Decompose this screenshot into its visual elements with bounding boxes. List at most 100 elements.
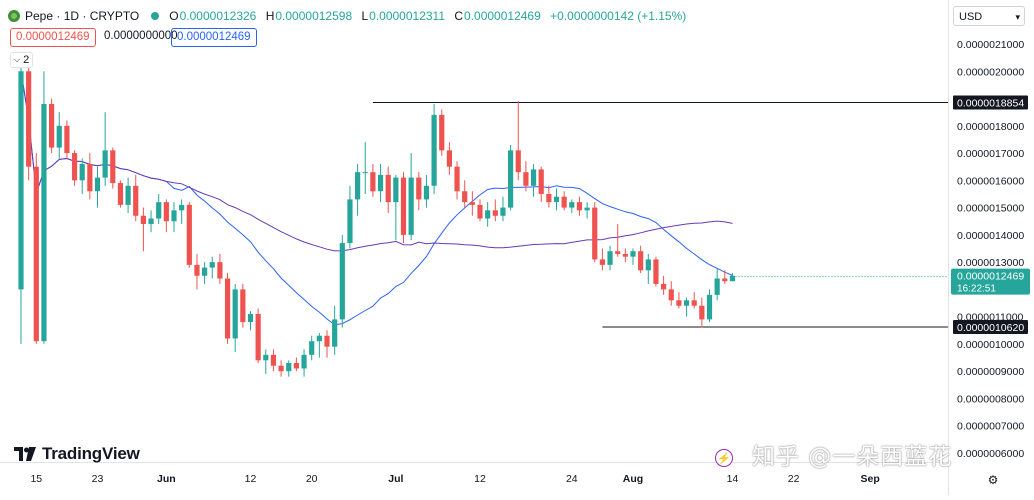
candle-body-5 xyxy=(56,125,62,148)
x-tick-label-10: 22 xyxy=(788,473,800,485)
candle-body-73 xyxy=(576,202,583,211)
high-value: 0.0000012598 xyxy=(275,9,353,23)
candle-body-86 xyxy=(676,300,682,306)
low-key: L xyxy=(361,9,369,23)
candle-body-13 xyxy=(117,183,124,205)
candle-body-68 xyxy=(538,169,544,194)
candle-body-54 xyxy=(431,114,437,186)
candle-body-40 xyxy=(324,335,330,347)
candle-body-88 xyxy=(691,300,697,306)
candle-body-15 xyxy=(133,185,139,216)
candle-body-17 xyxy=(148,218,154,224)
lightning-icon[interactable]: ⚡ xyxy=(715,449,733,467)
sell-price-box[interactable]: 0.0000012469 xyxy=(10,28,96,47)
candle-body-3 xyxy=(41,103,47,342)
candle-body-32 xyxy=(263,354,269,361)
candle-body-16 xyxy=(140,215,146,224)
candle-body-45 xyxy=(362,172,368,174)
x-tick-label-1: 23 xyxy=(92,473,104,485)
candle-body-46 xyxy=(370,172,376,192)
candle-body-87 xyxy=(683,300,690,306)
candle-body-93 xyxy=(729,275,736,282)
candle-body-74 xyxy=(584,207,590,211)
high-key: H xyxy=(265,9,275,23)
candle-body-37 xyxy=(301,354,307,369)
candle-body-63 xyxy=(500,207,506,216)
open-value: 0.0000012326 xyxy=(179,9,257,23)
candle-body-36 xyxy=(293,363,299,369)
candle-body-64 xyxy=(508,150,514,208)
candle-body-90 xyxy=(706,294,713,320)
candle-body-29 xyxy=(240,289,246,323)
candle-body-27 xyxy=(224,278,231,339)
candle-body-48 xyxy=(385,174,391,203)
candle-body-38 xyxy=(309,341,315,355)
candle-body-82 xyxy=(645,259,651,271)
horizontal-level-tag-1 xyxy=(953,320,1028,335)
candle-body-26 xyxy=(217,262,223,279)
candle-body-83 xyxy=(653,259,659,284)
y-tick-label-6: 0.0000014000 xyxy=(957,230,1024,242)
candle-body-78 xyxy=(615,251,621,254)
y-tick-label-11: 0.0000008000 xyxy=(957,393,1024,405)
x-tick-label-3: 12 xyxy=(245,473,257,485)
x-tick-label-8: Aug xyxy=(623,473,643,485)
y-tick-label-10: 0.0000009000 xyxy=(957,366,1024,378)
current-price-tag xyxy=(951,268,1030,295)
symbol-title[interactable]: Pepe · 1D · CRYPTO xyxy=(25,9,140,23)
candle-body-71 xyxy=(561,196,567,208)
candle-body-20 xyxy=(171,210,177,222)
y-tick-label-2: 0.0000018000 xyxy=(957,121,1024,133)
candle-body-41 xyxy=(332,319,338,347)
y-tick-label-7: 0.0000013000 xyxy=(957,257,1024,269)
candle-body-61 xyxy=(485,210,491,219)
candle-body-14 xyxy=(125,185,131,205)
candle-body-92 xyxy=(722,278,728,282)
candle-body-53 xyxy=(423,185,430,200)
indicator-count: 2 xyxy=(23,54,30,66)
y-tick-label-12: 0.0000007000 xyxy=(957,421,1024,433)
candle-body-25 xyxy=(209,262,215,268)
y-tick-label-4: 0.0000016000 xyxy=(957,175,1024,187)
candle-body-10 xyxy=(94,177,101,192)
horizontal-level-label-1: 0.0000010620 xyxy=(957,322,1024,334)
candle-body-22 xyxy=(186,204,192,265)
candle-body-34 xyxy=(278,365,284,372)
buy-price-box[interactable]: 0.0000012469 xyxy=(171,28,257,47)
y-tick-label-5: 0.0000015000 xyxy=(957,203,1024,215)
candle-body-65 xyxy=(515,150,521,173)
horizontal-level-label-0: 0.0000018854 xyxy=(957,98,1024,110)
candle-body-9 xyxy=(87,163,93,192)
candle-body-67 xyxy=(530,169,537,186)
y-tick-label-9: 0.0000010000 xyxy=(957,339,1024,351)
currency-select[interactable]: USD ▾ xyxy=(953,6,1025,26)
candle-body-12 xyxy=(110,150,116,184)
y-tick-label-3: 0.0000017000 xyxy=(957,148,1024,160)
pepe-coin-icon xyxy=(8,10,20,22)
candle-body-79 xyxy=(622,253,628,257)
x-tick-label-6: 12 xyxy=(474,473,486,485)
indicators-toggle-button[interactable]: ⌵ 2 xyxy=(10,52,34,68)
tradingview-logo[interactable]: TradingView xyxy=(14,444,140,464)
candle-body-21 xyxy=(179,204,185,211)
x-tick-label-7: 24 xyxy=(566,473,578,485)
candle-body-56 xyxy=(446,150,452,167)
candle-body-84 xyxy=(661,283,667,290)
candle-body-76 xyxy=(599,259,605,265)
candle-body-1 xyxy=(26,71,32,167)
settings-gear-icon[interactable]: ⚙ xyxy=(987,473,999,487)
candle-body-31 xyxy=(255,313,261,361)
candle-body-55 xyxy=(439,114,445,151)
horizontal-level-tag-0 xyxy=(953,95,1028,110)
candle-body-77 xyxy=(607,251,613,265)
candle-body-33 xyxy=(270,354,277,366)
candle-body-89 xyxy=(699,305,705,320)
candle-body-59 xyxy=(469,202,475,205)
x-tick-label-4: 20 xyxy=(306,473,318,485)
x-tick-label-0: 15 xyxy=(30,473,42,485)
market-open-indicator xyxy=(151,12,160,20)
open-key: O xyxy=(169,9,179,23)
candle-body-75 xyxy=(592,207,598,260)
